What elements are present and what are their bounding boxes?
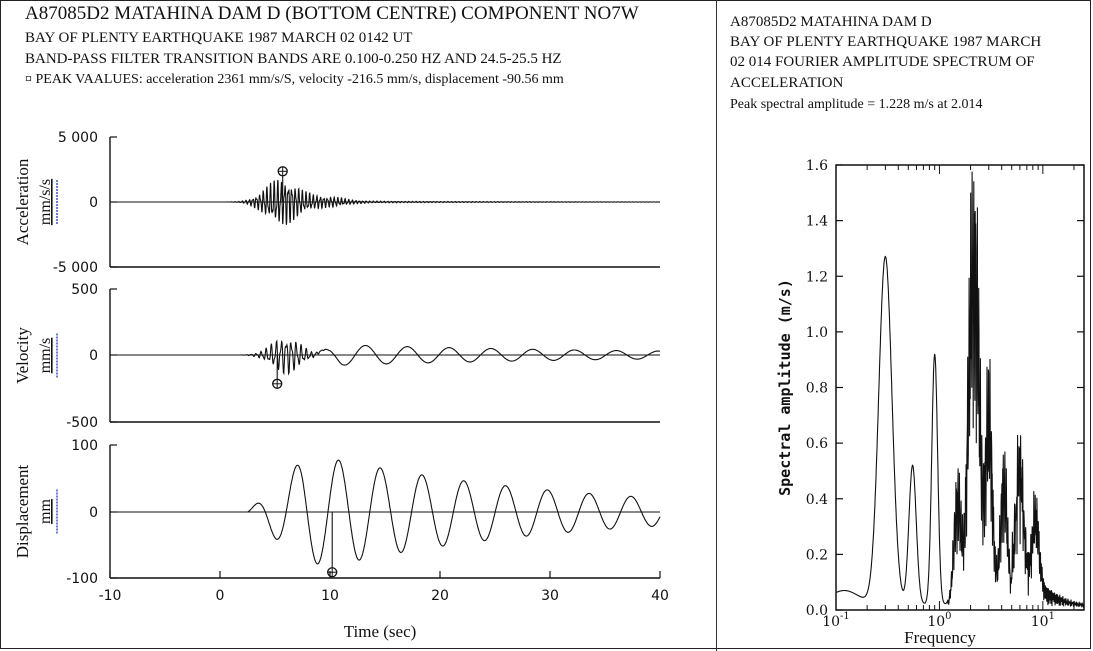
spectrum-xtick-label: 100 — [927, 611, 951, 630]
spectrum-ytick-label: 0.6 — [806, 436, 828, 452]
spectrum-xtick-label: 10-1 — [822, 611, 850, 630]
spectrum-trace — [835, 171, 1085, 609]
spectrum-ytick-label: 1.2 — [806, 269, 828, 285]
seismogram-event-line: BAY OF PLENTY EARTHQUAKE 1987 MARCH 02 0… — [25, 30, 413, 46]
time-axis-label: Time (sec) — [344, 622, 417, 641]
displacement-ytick-label: 100 — [71, 438, 98, 454]
acceleration-ytick-label: 5 000 — [58, 130, 98, 146]
displacement-ytick-label: -100 — [66, 571, 98, 587]
time-xtick-label: 20 — [431, 588, 449, 604]
seismogram-peak-values-line: ¤ PEAK VAALUES: acceleration 2361 mm/s/S… — [25, 72, 564, 87]
spectrum-ytick-label: 1.0 — [806, 325, 828, 341]
spectrum-ytick-label: 0.8 — [806, 381, 828, 397]
displacement-trace — [165, 459, 661, 565]
spectrum-xtick-label: 101 — [1031, 611, 1055, 630]
panel-divider — [716, 0, 717, 651]
time-xtick-label: 0 — [216, 588, 225, 604]
acceleration-trace — [165, 179, 660, 225]
spectrum-ytick-label: 0.0 — [806, 603, 828, 619]
seismogram-title: A87085D2 MATAHINA DAM D (BOTTOM CENTRE) … — [25, 3, 639, 24]
velocity-ytick-label: 0 — [89, 348, 98, 364]
spectrum-ylabel: Spectral amplitude (m/s) — [776, 279, 794, 496]
spectrum-xlabel: Frequency — [904, 628, 976, 647]
time-xtick-label: 30 — [541, 588, 559, 604]
spectrum-xtick-base: 10 — [1031, 614, 1049, 630]
acceleration-ytick-label: 0 — [89, 195, 98, 211]
spectrum-title-line1: A87085D2 MATAHINA DAM D — [730, 14, 932, 30]
spectrum-title-line4: ACCELERATION — [730, 75, 844, 91]
velocity-unit-label: mm/s — [37, 338, 54, 374]
velocity-ytick-label: -500 — [66, 415, 98, 431]
spectrum-xtick-exponent: -1 — [840, 611, 850, 622]
displacement-unit-label: mm — [37, 499, 54, 524]
velocity-ylabel: Velocity — [13, 327, 32, 384]
spectrum-ytick-label: 0.4 — [806, 492, 828, 508]
spectrum-xtick-exponent: 1 — [1049, 611, 1055, 622]
spectrum-peak-line: Peak spectral amplitude = 1.228 m/s at 2… — [730, 97, 983, 112]
acceleration-unit-label: mm/s/s — [37, 179, 54, 225]
spectrum-xtick-exponent: 0 — [945, 611, 951, 622]
acceleration-ylabel: Acceleration — [13, 158, 32, 245]
time-xtick-label: -10 — [99, 588, 122, 604]
acceleration-ytick-label: -5 000 — [53, 260, 98, 276]
spectrum-ytick-label: 1.4 — [806, 214, 828, 230]
velocity-ytick-label: 500 — [71, 282, 98, 298]
displacement-ylabel: Displacement — [13, 464, 32, 558]
velocity-trace — [165, 339, 661, 376]
seismogram-filter-line: BAND-PASS FILTER TRANSITION BANDS ARE 0.… — [25, 51, 562, 67]
spectrum-title-line2: BAY OF PLENTY EARTHQUAKE 1987 MARCH — [730, 34, 1042, 50]
spectrum-title-line3: 02 014 FOURIER AMPLITUDE SPECTRUM OF — [730, 54, 1035, 70]
spectrum-xtick-base: 10 — [822, 614, 840, 630]
spectrum-ytick-label: 0.2 — [806, 547, 828, 563]
spectrum-xtick-base: 10 — [927, 614, 945, 630]
displacement-ytick-label: 0 — [89, 505, 98, 521]
spectrum-ytick-label: 1.6 — [806, 158, 828, 174]
time-xtick-label: 10 — [321, 588, 339, 604]
time-xtick-label: 40 — [651, 588, 669, 604]
